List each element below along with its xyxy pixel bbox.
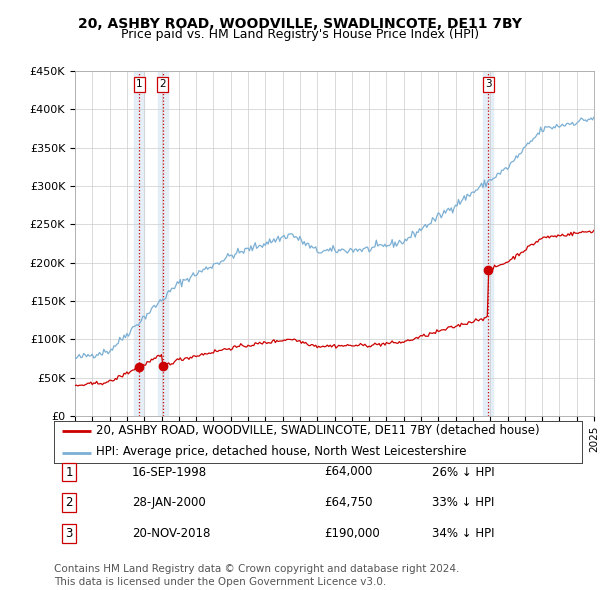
Text: 28-JAN-2000: 28-JAN-2000 — [132, 496, 206, 509]
Text: 33% ↓ HPI: 33% ↓ HPI — [432, 496, 494, 509]
Text: 20, ASHBY ROAD, WOODVILLE, SWADLINCOTE, DE11 7BY: 20, ASHBY ROAD, WOODVILLE, SWADLINCOTE, … — [78, 17, 522, 31]
Text: 20, ASHBY ROAD, WOODVILLE, SWADLINCOTE, DE11 7BY (detached house): 20, ASHBY ROAD, WOODVILLE, SWADLINCOTE, … — [96, 424, 540, 437]
Text: 1: 1 — [136, 80, 142, 90]
Text: £190,000: £190,000 — [324, 527, 380, 540]
Text: Contains HM Land Registry data © Crown copyright and database right 2024.
This d: Contains HM Land Registry data © Crown c… — [54, 564, 460, 587]
Text: 34% ↓ HPI: 34% ↓ HPI — [432, 527, 494, 540]
Text: 16-SEP-1998: 16-SEP-1998 — [132, 466, 207, 478]
Text: £64,000: £64,000 — [324, 466, 373, 478]
Text: £64,750: £64,750 — [324, 496, 373, 509]
Text: 1: 1 — [65, 466, 73, 478]
Text: 3: 3 — [65, 527, 73, 540]
Text: HPI: Average price, detached house, North West Leicestershire: HPI: Average price, detached house, Nort… — [96, 445, 467, 458]
Text: 26% ↓ HPI: 26% ↓ HPI — [432, 466, 494, 478]
Bar — [158, 71, 168, 416]
Text: Price paid vs. HM Land Registry's House Price Index (HPI): Price paid vs. HM Land Registry's House … — [121, 28, 479, 41]
Text: 2: 2 — [65, 496, 73, 509]
Text: 20-NOV-2018: 20-NOV-2018 — [132, 527, 211, 540]
Bar — [483, 71, 493, 416]
Text: 3: 3 — [485, 80, 491, 90]
Bar — [134, 71, 145, 416]
Text: 2: 2 — [160, 80, 166, 90]
